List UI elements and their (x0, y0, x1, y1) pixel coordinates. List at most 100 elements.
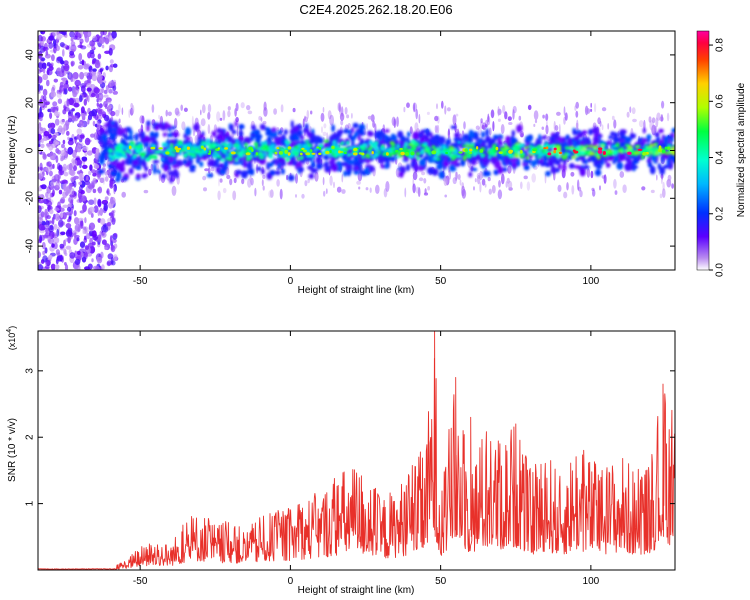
heatmap-cell (149, 131, 155, 138)
heatmap-cell (310, 110, 313, 115)
heatmap-cell (352, 122, 359, 129)
heatmap-cell (203, 147, 207, 151)
heatmap-cell (551, 152, 559, 156)
heatmap-cell (165, 121, 169, 129)
heatmap-cell (587, 157, 592, 163)
heatmap-cell (109, 196, 114, 205)
heatmap-cell (55, 141, 60, 145)
heatmap-cell (334, 132, 342, 138)
heatmap-cell (67, 227, 73, 235)
heatmap-cell (112, 238, 117, 243)
heatmap-cell (93, 197, 97, 206)
heatmap-cell (42, 68, 46, 74)
heatmap-cell (400, 135, 407, 142)
heatmap-cell (97, 188, 101, 192)
heatmap-cell (305, 140, 310, 143)
heatmap-cell (647, 162, 653, 168)
heatmap-cell (103, 176, 105, 185)
heatmap-cell (670, 150, 675, 155)
heatmap-cell (462, 144, 467, 147)
y-tick-label: 40 (25, 49, 36, 61)
heatmap-cell (67, 236, 71, 244)
heatmap-cell (378, 150, 381, 155)
heatmap-cell (38, 187, 43, 192)
heatmap-cell (46, 62, 51, 67)
heatmap-cell (97, 74, 103, 81)
heatmap-cell (331, 124, 335, 133)
heatmap-cell (117, 148, 123, 153)
heatmap-cell (75, 32, 82, 41)
heatmap-cell (96, 121, 101, 131)
heatmap-cell (416, 156, 420, 160)
heatmap-cell (287, 152, 291, 156)
heatmap-cell (481, 131, 485, 138)
heatmap-cell (526, 137, 533, 142)
heatmap-cell (246, 161, 253, 170)
heatmap-cell (56, 34, 63, 39)
heatmap-cell (113, 232, 118, 238)
heatmap-cell (148, 168, 152, 176)
heatmap-cell (343, 128, 350, 134)
heatmap-cell (455, 171, 458, 180)
heatmap-cell (323, 123, 327, 129)
heatmap-cell (227, 106, 231, 111)
heatmap-cell (371, 151, 374, 155)
x-tick-label: 100 (583, 276, 600, 287)
heatmap-cell (445, 151, 448, 155)
heatmap-cell (189, 155, 193, 159)
heatmap-cell (153, 165, 157, 175)
heatmap-cell (82, 146, 89, 152)
heatmap-cell (261, 168, 265, 175)
heatmap-cell (128, 109, 131, 118)
heatmap-cell (132, 160, 140, 166)
heatmap-cell (374, 146, 379, 152)
heatmap-cell (294, 153, 298, 157)
heatmap-cell (78, 217, 84, 222)
heatmap-cell (454, 171, 458, 182)
heatmap-cell (38, 52, 43, 60)
heatmap-cell (410, 160, 415, 169)
heatmap-cell (292, 107, 296, 113)
heatmap-cell (644, 144, 648, 150)
heatmap-cell (594, 103, 597, 113)
heatmap-cell (601, 145, 604, 148)
heatmap-cell (284, 139, 289, 144)
heatmap-cell (195, 157, 200, 164)
heatmap-cell (412, 131, 419, 140)
heatmap-cell (488, 155, 491, 160)
heatmap-cell (39, 116, 43, 122)
heatmap-cell (69, 50, 75, 56)
heatmap-cell (44, 265, 50, 270)
heatmap-cell (57, 98, 63, 104)
heatmap-cell (340, 141, 345, 145)
heatmap-cell (202, 175, 207, 181)
heatmap-cell (190, 146, 194, 151)
heatmap-cell (73, 210, 77, 217)
heatmap-cell (409, 127, 413, 135)
heatmap-cell (180, 104, 183, 111)
heatmap-cell (598, 147, 603, 150)
heatmap-cell (109, 235, 113, 244)
heatmap-cell (558, 123, 561, 135)
heatmap-cell (631, 107, 636, 115)
heatmap-cell (318, 137, 324, 145)
heatmap-cell (84, 35, 90, 43)
heatmap-cell (56, 228, 60, 237)
heatmap-cell (314, 171, 319, 182)
heatmap-cell (662, 188, 666, 199)
heatmap-cell (93, 164, 100, 169)
heatmap-cell (199, 161, 204, 168)
heatmap-cell (229, 178, 233, 186)
heatmap-cell (491, 184, 496, 194)
heatmap-cell (612, 137, 621, 143)
heatmap-cell (522, 159, 528, 164)
heatmap-cell (560, 154, 564, 158)
heatmap-cell (300, 155, 304, 161)
heatmap-cell (162, 143, 169, 148)
heatmap-cell (49, 209, 54, 215)
heatmap-cell (118, 118, 121, 124)
heatmap-cell (201, 148, 208, 154)
heatmap-cell (171, 125, 176, 130)
heatmap-cell (558, 151, 563, 155)
heatmap-cell (549, 144, 553, 149)
